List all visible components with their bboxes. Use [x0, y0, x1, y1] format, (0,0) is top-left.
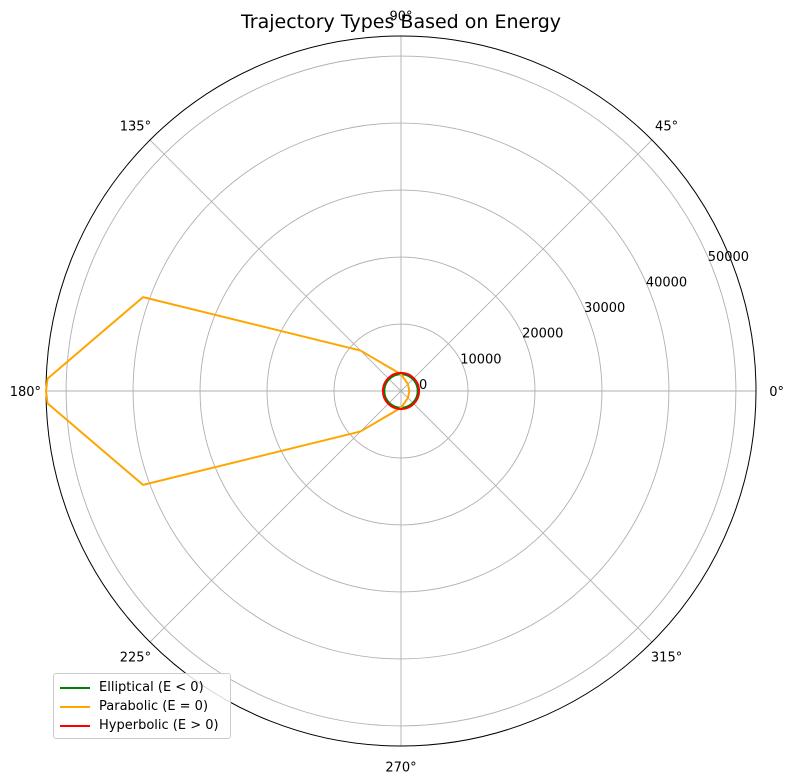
polar-grid: [45, 35, 757, 747]
legend-label-elliptical: Elliptical (E < 0): [99, 680, 204, 695]
theta-gridline: [149, 139, 402, 392]
theta-gridline: [149, 390, 402, 643]
tick-labels: 0° 45° 90° 135° 180° 225° 270° 315° 0 10000 20000 3…: [10, 9, 784, 775]
legend-item-parabolic: Parabolic (E = 0): [60, 697, 224, 716]
legend-item-hyperbolic: Hyperbolic (E > 0): [60, 716, 224, 735]
r-tick-label: 30000: [584, 301, 625, 316]
r-gridline: [333, 323, 469, 459]
theta-gridline: [400, 390, 653, 643]
chart-title: Trajectory Types Based on Energy: [240, 11, 561, 33]
legend-swatch-hyperbolic: [60, 724, 90, 727]
r-tick-label: 50000: [708, 250, 749, 265]
legend-swatch-parabolic: [60, 705, 90, 708]
theta-tick-label: 0°: [769, 385, 784, 400]
legend: Elliptical (E < 0) Parabolic (E = 0) Hyp…: [53, 673, 231, 739]
r-gridline: [132, 122, 670, 660]
series-1-line: [45, 296, 411, 486]
theta-tick-label: 180°: [10, 385, 41, 400]
legend-swatch-elliptical: [60, 686, 90, 689]
theta-tick-label: 315°: [651, 651, 682, 666]
r-tick-label: 10000: [460, 352, 501, 367]
theta-tick-label: 225°: [120, 651, 151, 666]
r-tick-label: 40000: [646, 275, 687, 290]
r-gridline: [199, 189, 603, 593]
legend-label-hyperbolic: Hyperbolic (E > 0): [99, 718, 219, 733]
theta-gridline: [400, 139, 653, 392]
series-layer: [45, 296, 421, 486]
theta-tick-label: 90°: [389, 9, 412, 24]
theta-tick-label: 45°: [655, 119, 678, 134]
theta-tick-label: 135°: [120, 119, 151, 134]
r-gridline: [65, 55, 737, 727]
legend-label-parabolic: Parabolic (E = 0): [99, 699, 209, 714]
legend-item-elliptical: Elliptical (E < 0): [60, 678, 224, 697]
r-tick-label: 0: [419, 378, 427, 393]
theta-tick-label: 270°: [385, 761, 416, 776]
r-gridline: [266, 256, 536, 526]
series-2-line: [381, 371, 421, 411]
r-tick-label: 20000: [522, 327, 563, 342]
